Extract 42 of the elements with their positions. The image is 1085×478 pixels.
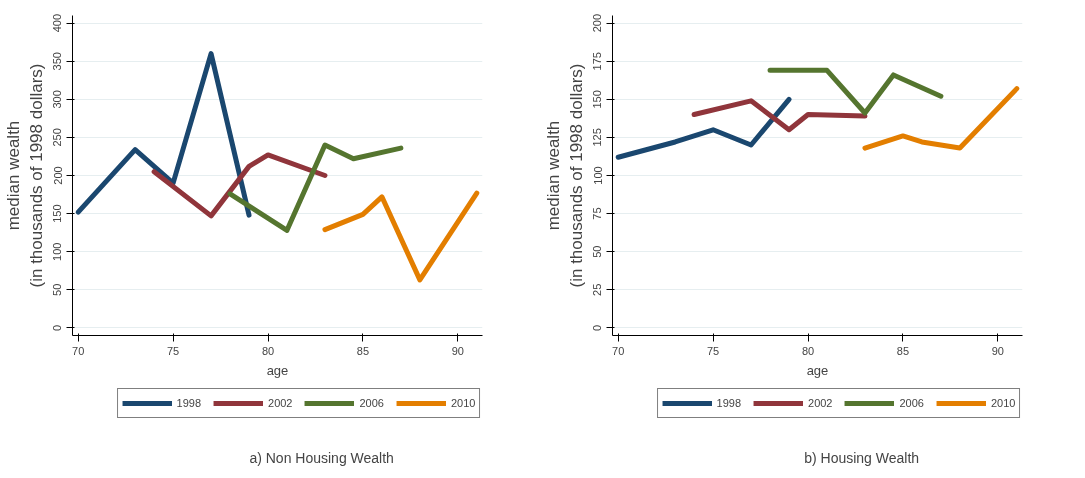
y-axis-title: median wealth (in thousands of 1998 dollars) (543, 63, 586, 288)
y-tick-label: 0 (51, 324, 64, 331)
legend-label: 2006 (899, 397, 924, 409)
legend-label: 1998 (176, 397, 202, 409)
x-tick-label: 90 (991, 344, 1004, 357)
y-axis-title: median wealth (in thousands of 1998 dollars) (3, 63, 46, 288)
y-tick-label: 175 (591, 52, 604, 71)
x-tick-label: 85 (896, 344, 910, 357)
y-tick-label: 50 (591, 245, 604, 258)
x-tick-label: 70 (72, 344, 85, 357)
y-tick-label: 400 (51, 13, 64, 33)
y-tick-label: 0 (591, 324, 604, 331)
x-tick-label: 80 (261, 344, 275, 357)
y-tick-label: 25 (591, 283, 604, 296)
legend-label: 2010 (990, 397, 1016, 409)
x-tick-label: 90 (451, 344, 464, 357)
legend-label: 2002 (268, 397, 293, 409)
text: b) Housing Wealth (804, 450, 920, 466)
x-tick-label: 75 (706, 344, 720, 357)
y-tick-label: 200 (591, 13, 604, 33)
text: a) Non Housing Wealth (249, 450, 394, 466)
legend-label: 2010 (450, 397, 476, 409)
y-tick-label: 100 (591, 166, 604, 185)
legend-label: 1998 (716, 397, 742, 409)
y-tick-label: 125 (591, 128, 604, 147)
y-tick-label: 150 (591, 90, 604, 109)
y-tick-label: 200 (51, 166, 64, 185)
x-tick-label: 75 (166, 344, 180, 357)
y-tick-label: 250 (51, 128, 64, 147)
y-tick-label: 300 (51, 90, 64, 109)
legend-label: 2006 (359, 397, 384, 409)
y-tick-label: 75 (591, 207, 604, 220)
legend-label: 2002 (808, 397, 833, 409)
x-tick-label: 70 (612, 344, 625, 357)
y-tick-label: 150 (51, 204, 64, 223)
y-tick-label: 50 (51, 283, 64, 296)
y-tick-label: 350 (51, 52, 64, 71)
y-tick-label: 100 (51, 242, 64, 261)
x-axis-title: age (806, 362, 829, 378)
x-tick-label: 80 (801, 344, 815, 357)
x-axis-title: age (266, 362, 289, 378)
x-tick-label: 85 (356, 344, 370, 357)
